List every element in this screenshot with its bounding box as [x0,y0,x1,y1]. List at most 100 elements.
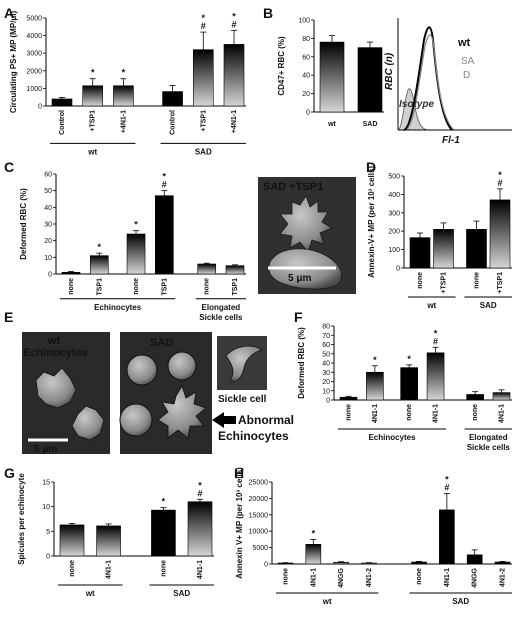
b-category-label: SAD [363,121,378,128]
b-ytick-label: 80 [302,36,310,43]
a-category-label: Control [170,110,177,135]
c-category-label: TSP1 [96,278,103,296]
b-ytick-label: 20 [302,91,310,98]
f-category-label: 4N1-1 [372,404,379,423]
c-bar [126,233,146,275]
panel-label-h: H [234,465,244,481]
panel-label-a: A [4,5,14,21]
c-bar [225,265,245,275]
panel-label-e: E [4,309,13,325]
chart-f: 0 10 20 30 40 50 60 70 80 Deformed RBC (%) none * 4N… [297,324,512,452]
d-bar [489,199,511,269]
wt-echinocyte-1 [35,367,77,409]
a-category-label: +4N1-1 [231,110,238,133]
h-category-label: none [283,568,290,585]
a-bar [192,49,214,107]
chart-c: 0 10 20 30 40 50 60 Deformed RBC (%) none * TSP1 * n… [19,172,246,322]
c-ytick-label: 50 [44,188,52,195]
h-bar [439,509,455,565]
h-ytick-label: 10000 [249,529,269,536]
c-significance-mark: * [98,242,102,252]
f-significance-mark: * [407,354,411,364]
f-ytick-label: 30 [322,370,330,377]
a-ytick-label: 3000 [26,51,42,58]
g-bar [96,525,121,557]
d-ytick-label: 400 [388,192,400,199]
d-group-label: wt [426,301,436,310]
d-bar [466,229,487,269]
a-ytick-label: 1000 [26,86,42,93]
micrograph-e-sad-label: SAD [150,337,173,349]
h-bar [277,562,294,565]
echinocyte-cell [279,195,333,253]
f-bar [400,367,418,401]
c-category-label: none [133,278,140,295]
sad-cell-3 [119,403,153,437]
h-category-label: 4N1-1 [444,568,451,587]
g-significance-mark: # [197,488,202,498]
g-group-label: SAD [173,589,190,598]
g-ytick-label: 10 [42,504,50,511]
a-bar [162,91,183,107]
micrograph-e-wt-label: wt [47,335,61,347]
h-bar [333,562,349,565]
sad-abnormal-echinocyte [157,385,207,439]
b-category-label: wt [327,121,336,128]
c-ytick-label: 20 [44,238,52,245]
micrograph-c-title: SAD +TSP1 [263,181,323,193]
f-significance-mark: * [434,328,438,338]
h-category-label: 4NGG [338,567,345,587]
f-ytick-label: 50 [322,351,330,358]
d-bar [409,237,431,269]
c-ytick-label: 10 [44,255,52,262]
micrograph-c: SAD +TSP1 5 μm [258,177,356,294]
f-category-label: none [406,404,413,421]
g-bar [59,524,85,557]
flow-legend-d: D [463,70,470,81]
a-bar [223,44,245,107]
b-bar [357,47,383,113]
f-ytick-label: 10 [322,388,330,395]
c-group-label: Sickle cells [199,313,243,322]
c-group-label: Echinocytes [94,303,142,312]
a-ytick-label: 5000 [26,16,42,23]
f-ytick-label: 70 [322,333,330,340]
d-category-label: +TSP1 [441,272,448,294]
g-category-label: none [69,560,76,577]
micrograph-e-sad: SAD [119,332,212,454]
a-ytick-label: 4000 [26,33,42,40]
abnormal-label-line2: Echinocytes [218,429,289,443]
panel-label-d: D [366,159,376,175]
c-bar [155,195,174,275]
g-significance-mark: * [162,497,166,507]
c-bar [61,272,81,275]
a-group-label: SAD [195,147,212,156]
d-category-label: +TSP1 [497,272,504,294]
a-category-label: +4N1-1 [120,110,127,133]
a-significance-mark: # [231,19,236,29]
micrograph-e-wt: wt Echinocytes 5 μm [22,332,110,455]
b-ylabel: CD47+ RBC (%) [277,36,286,96]
g-bar [187,501,213,557]
a-bar [51,98,73,107]
micrograph-e-sickle: Sickle cell [217,336,267,405]
sickle-cell-label: Sickle cell [218,394,267,405]
flow-ylabel: RBC (n) [384,52,395,90]
d-significance-mark: * [498,170,502,180]
sickle-cell [225,345,263,382]
flow-legend-wt: wt [457,37,471,49]
a-category-label: +TSP1 [200,110,207,132]
scale-label-c: 5 μm [288,273,311,284]
c-bar [197,263,217,275]
a-significance-mark: * [122,68,126,78]
f-category-label: none [472,404,479,421]
flow-legend-sa: SA [461,56,475,67]
scale-label-e: 5 μm [34,444,57,455]
sad-cell-1 [126,354,158,386]
a-bar [82,85,104,107]
a-significance-mark: * [91,68,95,78]
d-significance-mark: # [497,178,502,188]
c-ylabel: Deformed RBC (%) [19,188,28,260]
d-ytick-label: 300 [388,210,400,217]
h-significance-mark: * [445,474,449,484]
